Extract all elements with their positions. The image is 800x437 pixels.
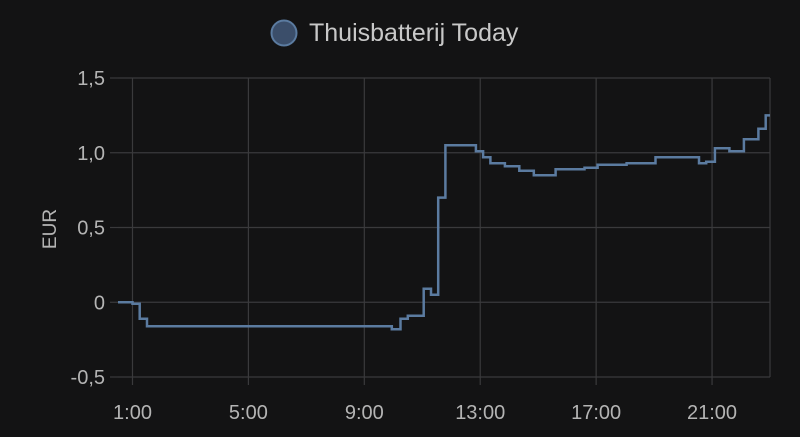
- y-tick-label: 0: [94, 292, 105, 314]
- y-axis-ticks: 1,5 1,0 0,5 0 -0,5: [71, 68, 118, 389]
- x-tick-label: 21:00: [687, 402, 737, 424]
- legend[interactable]: Thuisbatterij Today: [270, 19, 519, 47]
- x-tick-label: 1:00: [113, 402, 152, 424]
- legend-swatch[interactable]: [270, 19, 298, 47]
- x-tick-label: 13:00: [455, 402, 505, 424]
- y-tick-label: 1,5: [77, 68, 105, 90]
- x-tick-label: 9:00: [345, 402, 384, 424]
- x-tick-label: 17:00: [571, 402, 621, 424]
- x-tick-label: 5:00: [229, 402, 268, 424]
- legend-label[interactable]: Thuisbatterij Today: [309, 19, 519, 47]
- series-line-thuisbatterij-today[interactable]: [118, 114, 770, 331]
- y-tick-label: 0,5: [77, 218, 105, 240]
- y-tick-label: 1,0: [77, 143, 105, 165]
- x-axis-ticks: 1:00 5:00 9:00 13:00 17:00 21:00: [113, 402, 737, 424]
- y-tick-label: -0,5: [71, 367, 105, 389]
- y-axis-title: EUR: [40, 209, 61, 249]
- grid-lines: [118, 77, 771, 385]
- plot-area[interactable]: [118, 114, 770, 331]
